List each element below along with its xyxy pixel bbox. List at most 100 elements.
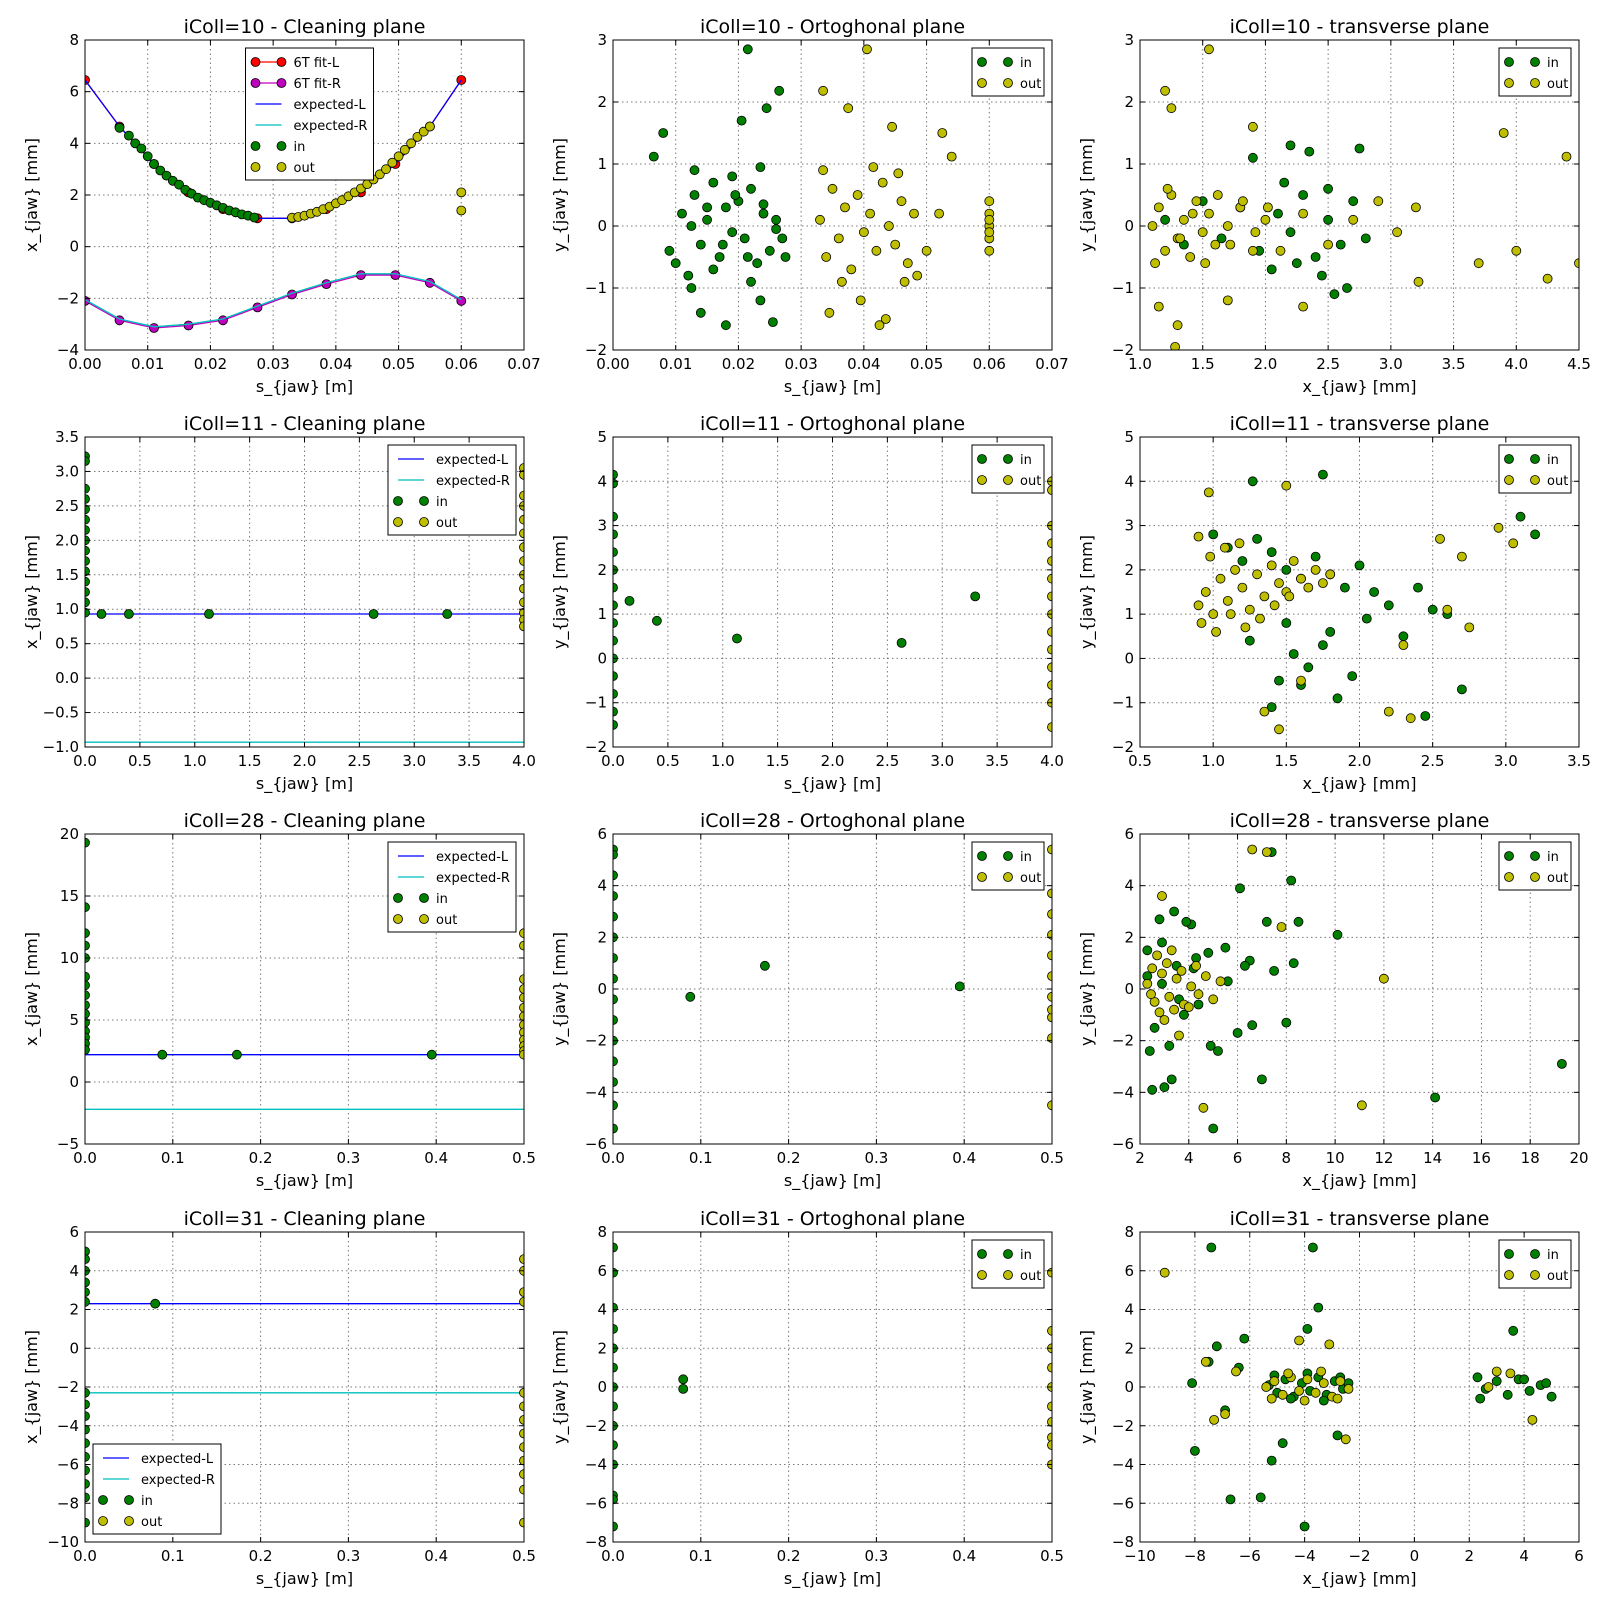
x-tick-label: 4.0 — [1504, 355, 1528, 373]
data-point — [613, 529, 618, 540]
data-point — [1047, 971, 1052, 981]
data-point — [670, 258, 681, 269]
data-point — [658, 128, 669, 138]
y-axis-label: y_{jaw} [mm] — [1077, 138, 1097, 252]
data-point — [1260, 214, 1271, 225]
y-tick-label: 2 — [1124, 1339, 1134, 1357]
legend-marker — [977, 57, 987, 67]
data-point — [1357, 1100, 1367, 1111]
data-point — [774, 85, 785, 96]
legend-marker — [1504, 851, 1514, 861]
y-tick-label: −2 — [1112, 1032, 1134, 1050]
data-point — [1493, 522, 1504, 533]
data-point — [1332, 929, 1343, 940]
x-axis-label: s_{jaw} [m] — [256, 1171, 353, 1191]
chart-title: iColl=11 - Ortoghonal plane — [700, 413, 965, 435]
data-point — [1266, 1455, 1277, 1466]
data-point — [613, 849, 618, 860]
data-point — [1157, 937, 1167, 948]
legend-label: out — [1020, 77, 1041, 92]
data-point — [519, 974, 524, 984]
x-tick-label: 0.0 — [601, 1149, 625, 1167]
data-point — [1508, 538, 1519, 549]
data-point — [387, 157, 398, 168]
x-tick-label: 0.0 — [73, 752, 97, 770]
data-point — [1302, 1374, 1313, 1385]
legend-marker — [1003, 872, 1013, 882]
y-tick-label: −4 — [585, 1083, 607, 1101]
data-point — [1047, 556, 1052, 566]
data-point — [902, 258, 913, 269]
y-tick-label: 0 — [1124, 649, 1134, 667]
legend: expected-L expected-R in out — [92, 1443, 222, 1535]
data-point — [613, 891, 618, 901]
data-point — [768, 317, 778, 328]
data-point — [1252, 534, 1262, 544]
data-point — [1250, 227, 1261, 238]
data-point — [161, 170, 172, 181]
data-point — [818, 165, 828, 176]
y-tick-label: −2 — [1112, 341, 1134, 359]
data-point — [921, 245, 932, 256]
legend-box — [1498, 841, 1572, 891]
data-point — [1166, 103, 1177, 114]
data-point — [695, 239, 706, 250]
y-tick-label: −2 — [57, 289, 79, 307]
data-point — [1343, 1384, 1354, 1394]
data-point — [183, 320, 194, 331]
data-point — [85, 1465, 90, 1476]
data-point — [1266, 560, 1277, 571]
data-point — [1310, 565, 1321, 575]
legend-label: in — [1547, 453, 1559, 468]
legend-label: out — [436, 516, 457, 531]
y-tick-label: −4 — [57, 341, 79, 359]
data-point — [1266, 1393, 1277, 1404]
data-point — [1213, 1046, 1223, 1056]
data-point — [833, 233, 844, 244]
x-tick-label: 1.0 — [711, 752, 735, 770]
y-tick-label: 4 — [597, 877, 607, 895]
data-point — [1047, 662, 1052, 673]
legend-label: in — [1020, 453, 1032, 468]
data-point — [412, 131, 423, 142]
data-point — [613, 953, 618, 963]
y-tick-label: 2 — [597, 561, 607, 579]
data-point — [1047, 991, 1052, 1002]
data-point — [1298, 301, 1308, 312]
x-tick-label: 0.2 — [777, 1547, 801, 1565]
legend: in out — [1498, 47, 1572, 97]
data-point — [1157, 891, 1167, 901]
x-tick-label: 0.3 — [336, 1149, 360, 1167]
legend: expected-L expected-R in out — [387, 444, 517, 536]
data-point — [1318, 1395, 1329, 1406]
data-point — [85, 902, 90, 913]
x-axis-label: s_{jaw} [m] — [256, 377, 353, 397]
data-point — [85, 456, 90, 466]
legend-label: out — [436, 913, 457, 928]
y-axis-label: y_{jaw} [mm] — [550, 138, 570, 252]
data-point — [884, 221, 894, 231]
data-point — [1171, 973, 1182, 984]
subplot-0: 0.00 0.01 0.02 0.03 0.04 0.05 0.06 0.07 −4 −2 0 2 4 6… — [22, 16, 541, 397]
x-tick-label: 0.4 — [424, 1547, 448, 1565]
y-tick-label: 10 — [60, 949, 79, 967]
data-point — [519, 1387, 524, 1398]
legend-marker — [98, 1495, 108, 1505]
data-point — [1457, 551, 1467, 562]
data-point — [1186, 981, 1197, 992]
data-point — [1542, 273, 1553, 284]
data-point — [613, 994, 618, 1005]
plot-area — [85, 837, 524, 1110]
data-point — [1464, 622, 1475, 633]
data-point — [613, 582, 618, 593]
data-point — [1183, 1002, 1194, 1012]
data-point — [1323, 214, 1333, 225]
data-point — [1342, 283, 1352, 293]
data-point — [85, 1492, 90, 1503]
data-point — [519, 1049, 524, 1060]
data-point — [702, 202, 712, 213]
x-tick-label: −8 — [1184, 1547, 1206, 1565]
legend: in out — [1498, 1239, 1572, 1289]
data-point — [755, 162, 766, 173]
